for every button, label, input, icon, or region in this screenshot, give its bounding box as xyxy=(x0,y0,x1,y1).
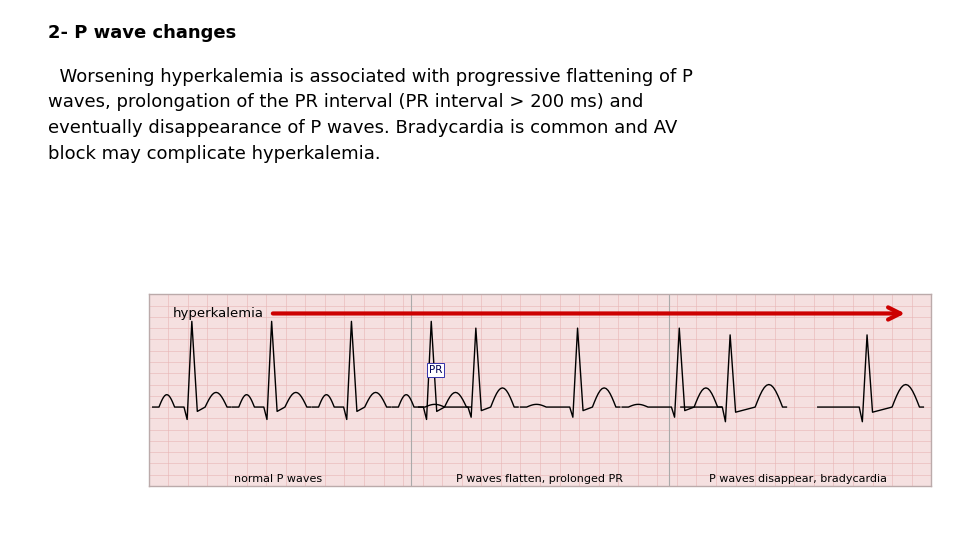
Text: P waves disappear, bradycardia: P waves disappear, bradycardia xyxy=(709,474,887,484)
Text: 2- P wave changes: 2- P wave changes xyxy=(48,24,236,42)
Text: normal P waves: normal P waves xyxy=(234,474,322,484)
Text: PR: PR xyxy=(429,365,443,375)
Text: hyperkalemia: hyperkalemia xyxy=(172,307,263,320)
Text: Worsening hyperkalemia is associated with progressive flattening of P
waves, pro: Worsening hyperkalemia is associated wit… xyxy=(48,68,693,163)
Text: P waves flatten, prolonged PR: P waves flatten, prolonged PR xyxy=(457,474,623,484)
